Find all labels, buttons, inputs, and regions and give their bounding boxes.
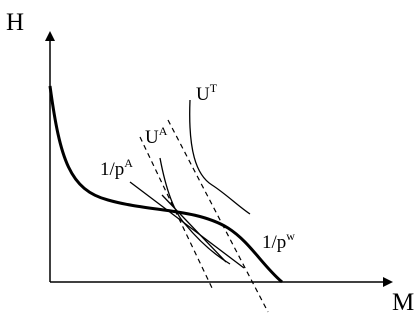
dashed-line-right <box>167 119 269 313</box>
y-axis-label: H <box>6 9 25 36</box>
dashed-line-left <box>139 136 214 291</box>
price-line-pa <box>129 181 245 269</box>
indifference-curve-ut <box>189 99 251 215</box>
x-axis-label: M <box>392 289 415 316</box>
price-line-pw <box>161 194 227 263</box>
pw-label: 1/pw <box>262 230 295 253</box>
ut-label-base: U <box>196 84 210 105</box>
ut-label: UT <box>196 82 217 105</box>
pw-label-sup: w <box>286 229 295 243</box>
pa-label: 1/pA <box>100 157 133 180</box>
ua-label-base: U <box>145 127 159 148</box>
ua-label: UA <box>145 125 167 148</box>
pa-label-sup: A <box>124 156 133 170</box>
pa-label-base: 1/p <box>100 159 125 180</box>
ua-label-sup: A <box>158 124 168 138</box>
frontier-curve <box>48 85 283 284</box>
ut-label-sup: T <box>209 81 218 95</box>
pw-label-base: 1/p <box>262 232 287 253</box>
